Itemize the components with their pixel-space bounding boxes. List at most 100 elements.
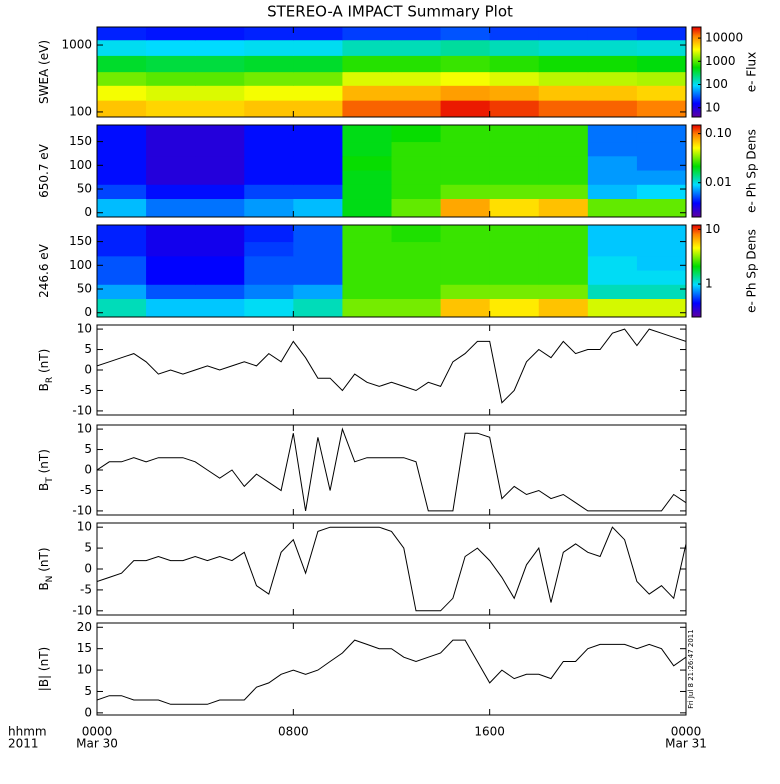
heatmap-cell — [97, 71, 147, 86]
heatmap-cell — [587, 27, 638, 41]
y-tick-label: 10 — [77, 520, 92, 534]
y-tick-label: 150 — [69, 134, 92, 148]
heatmap-cell — [391, 141, 442, 157]
heatmap-cell — [636, 198, 686, 217]
x-tick-label: 1600 — [474, 725, 505, 739]
heatmap-cell — [97, 141, 147, 157]
y-axis-label-sub: N — [45, 576, 55, 583]
y-tick-label: 50 — [77, 182, 92, 196]
heatmap-cell — [244, 100, 294, 117]
colorbar-tick-label: 10 — [705, 100, 720, 114]
y-axis-label-main: |B| (nT) — [37, 647, 51, 691]
heatmap-cell — [587, 141, 638, 157]
y-axis-label-main: SWEA (eV) — [37, 40, 51, 104]
heatmap-cell — [538, 284, 589, 300]
heatmap-cell — [146, 170, 196, 185]
panel-content — [97, 328, 686, 404]
heatmap-cell — [538, 198, 589, 217]
y-tick-label: -5 — [80, 383, 92, 397]
heatmap-cell — [97, 100, 147, 117]
heatmap-cell — [195, 298, 245, 317]
y-tick-label: -10 — [72, 403, 92, 417]
heatmap-cell — [244, 27, 294, 41]
heatmap-cell — [146, 27, 196, 41]
chart-title: STEREO-A IMPACT Summary Plot — [267, 3, 513, 21]
y-tick-label: 5 — [84, 541, 92, 555]
y-tick-label: 0 — [84, 205, 92, 219]
heatmap-cell — [195, 225, 245, 243]
y-tick-label: 15 — [77, 641, 92, 655]
heatmap-cell — [391, 27, 442, 41]
heatmap-cell — [342, 184, 392, 200]
heatmap-cell — [538, 155, 589, 171]
heatmap-cell — [489, 270, 540, 285]
heatmap-cell — [636, 100, 686, 117]
heatmap-cell — [342, 125, 392, 143]
y-axis-label: |B| (nT) — [37, 647, 51, 691]
colorbar-tick-label: 1000 — [705, 54, 736, 68]
heatmap-cell — [342, 100, 392, 117]
heatmap-cell — [440, 39, 491, 56]
heatmap-cell — [587, 241, 638, 257]
heatmap-cell — [391, 39, 442, 56]
heatmap-cell — [146, 225, 196, 243]
heatmap-cell — [195, 125, 245, 143]
date-label: Mar 31 — [665, 737, 707, 751]
heatmap-cell — [538, 39, 589, 56]
heatmap-cell — [97, 55, 147, 73]
heatmap-cell — [489, 198, 540, 217]
heatmap-cell — [538, 225, 589, 243]
heatmap-cell — [342, 55, 392, 73]
heatmap-cell — [342, 270, 392, 285]
heatmap-cell — [440, 225, 491, 243]
y-tick-label: 150 — [69, 234, 92, 248]
heatmap-cell — [244, 170, 294, 185]
heatmap-cell — [440, 241, 491, 257]
heatmap-cell — [440, 155, 491, 171]
heatmap-cell — [391, 241, 442, 257]
heatmap-cell — [391, 125, 442, 143]
heatmap-cell — [342, 141, 392, 157]
y-axis-label-main: 650.7 eV — [37, 143, 51, 198]
heatmap-cell — [97, 39, 147, 56]
heatmap-cell — [538, 170, 589, 185]
heatmap-cell — [244, 241, 294, 257]
heatmap-cell — [97, 225, 147, 243]
heatmap-cell — [195, 170, 245, 185]
heatmap-cell — [489, 100, 540, 117]
heatmap-cell — [146, 100, 196, 117]
heatmap-cell — [587, 155, 638, 171]
heatmap-cell — [195, 155, 245, 171]
y-tick-label: 50 — [77, 282, 92, 296]
heatmap-cell — [440, 27, 491, 41]
heatmap-cell — [391, 225, 442, 243]
y-tick-label: 100 — [69, 104, 92, 118]
heatmap-cell — [538, 100, 589, 117]
heatmap-cell — [293, 255, 343, 271]
heatmap-cell — [195, 198, 245, 217]
heatmap-cell — [587, 184, 638, 200]
heatmap-cell — [489, 27, 540, 41]
heatmap-cell — [440, 255, 491, 271]
heatmap-cell — [636, 298, 686, 317]
colorbar — [691, 224, 702, 318]
heatmap-cell — [636, 270, 686, 285]
panel-content — [97, 427, 686, 512]
panel-frame — [96, 622, 687, 716]
y-axis-label-unit: (nT) — [37, 349, 51, 377]
y-axis-label-main: B — [37, 383, 51, 391]
heatmap-cell — [391, 298, 442, 317]
heatmap-cell — [489, 71, 540, 86]
heatmap-cell — [97, 284, 147, 300]
heatmap-cell — [538, 255, 589, 271]
heatmap-cell — [489, 170, 540, 185]
heatmap-cell — [587, 85, 638, 101]
heatmap-cell — [195, 284, 245, 300]
panel-frame — [96, 324, 687, 416]
heatmap-cell — [636, 71, 686, 86]
panel-content — [97, 225, 686, 317]
y-tick-label: 5 — [84, 442, 92, 456]
y-axis-label-main: 246.6 eV — [37, 243, 51, 298]
heatmap-cell — [342, 284, 392, 300]
